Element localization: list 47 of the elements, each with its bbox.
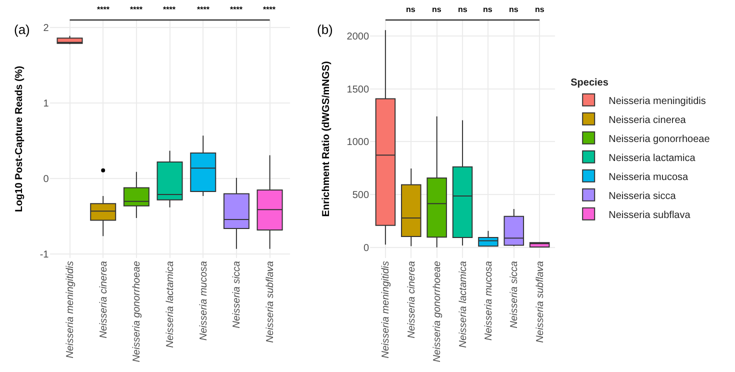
legend-label: Neisseria cinerea [608,114,686,126]
text: ns [509,5,519,14]
text: ns [535,5,545,14]
y-tick-label: 0 [363,242,370,254]
x-tick-label: Neisseria subflava [265,260,276,343]
y-tick-label: -1 [40,250,50,261]
y-tick-label: 1000 [346,137,370,148]
text: **** [97,5,110,14]
text: **** [230,5,244,14]
y-tick-label: 2 [43,23,50,34]
text: (b) [317,22,333,37]
y-tick-label: 1500 [346,84,370,96]
text: ns [406,5,416,14]
text: **** [263,5,276,14]
x-tick-label: Neisseria meningitidis [65,261,76,358]
y-axis-title: Enrichment Ratio (dWGS/mNGS) [320,61,332,217]
y-tick-label: 1 [43,98,50,110]
text: **** [197,5,210,14]
text: ns [432,5,442,14]
legend-label: Neisseria lactamica [608,152,696,164]
x-tick-label: Neisseria sicca [509,260,520,328]
x-tick-label: Neisseria mucosa [198,260,210,340]
text: **** [130,5,144,14]
x-tick-label: Neisseria gonorrhoeae [432,260,444,362]
y-axis-title: Log10 Post-Capture Reads (%) [14,66,25,212]
x-tick-label: Neisseria sicca [232,260,243,328]
y-tick-label: 0 [43,174,50,186]
text: (a) [14,22,30,37]
y-tick-label: 500 [352,190,370,202]
legend-label: Neisseria sicca [608,190,676,202]
text: ns [458,5,468,14]
x-tick-label: Neisseria gonorrhoeae [132,260,143,362]
x-tick-label: Neisseria mucosa [483,260,494,340]
legend-label: Neisseria meningitidis [608,96,706,107]
x-tick-label: Neisseria subflava [534,260,546,343]
text: **** [163,5,176,14]
x-tick-label: Neisseria lactamica [165,260,176,348]
legend-title: Species [570,77,609,88]
x-tick-label: Neisseria cinerea [406,260,418,338]
legend-label: Neisseria mucosa [608,172,689,183]
text: ns [483,5,493,14]
legend-label: Neisseria gonorrhoeae [608,134,710,145]
x-tick-label: Neisseria meningitidis [380,261,392,358]
y-tick-label: 2000 [346,31,370,42]
x-tick-label: Neisseria cinerea [98,260,110,338]
legend-label: Neisseria subflava [608,210,691,221]
x-tick-label: Neisseria lactamica [458,260,469,348]
